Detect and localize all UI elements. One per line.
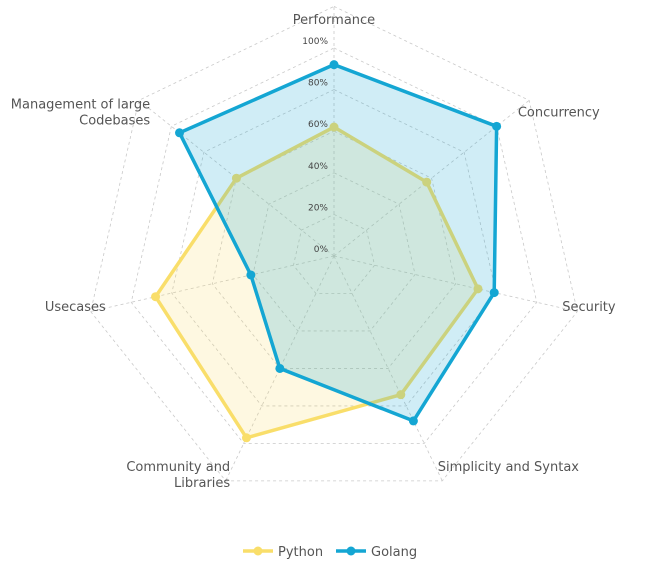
data-point[interactable]: [231, 173, 241, 183]
data-point[interactable]: [329, 122, 339, 132]
legend-swatch-marker: [253, 546, 263, 556]
grid-ring: [130, 47, 538, 444]
data-point[interactable]: [175, 128, 185, 138]
grid-ring: [252, 172, 416, 332]
tick-label: 80%: [308, 79, 328, 89]
data-point[interactable]: [275, 363, 285, 373]
data-point[interactable]: [151, 292, 161, 302]
tick-label: 20%: [308, 203, 328, 213]
legend[interactable]: Python Golang: [243, 545, 417, 560]
data-point[interactable]: [473, 284, 483, 294]
grid-ring: [171, 89, 497, 407]
data-point[interactable]: [246, 270, 256, 280]
tick-label: 100%: [302, 37, 328, 47]
axis-label: Performance: [293, 13, 375, 28]
data-point[interactable]: [492, 121, 502, 131]
series-layer: [151, 60, 502, 443]
series-area: [177, 62, 499, 423]
legend-item[interactable]: Python: [243, 545, 323, 560]
tick-label: 40%: [308, 162, 328, 172]
series-golang: [175, 60, 502, 426]
axis-labels: Performance Concurrency Security Simplicity…: [11, 13, 616, 491]
tick-label: 60%: [308, 120, 328, 130]
axis-label: Simplicity and Syntax: [438, 460, 580, 475]
data-point[interactable]: [329, 60, 339, 70]
axis-label: Management of large Codebases: [11, 98, 151, 129]
series-python: [151, 122, 483, 443]
data-point[interactable]: [396, 390, 406, 400]
axis-label: Community and Libraries: [126, 460, 230, 491]
grid-ring: [293, 213, 375, 294]
radial-tick-labels: 0% 20% 40% 60% 80% 100%: [302, 37, 328, 255]
tick-label: 0%: [314, 245, 329, 255]
data-point[interactable]: [241, 433, 251, 443]
axis-label: Concurrency: [518, 106, 600, 121]
data-point[interactable]: [408, 416, 418, 426]
legend-item[interactable]: Golang: [336, 545, 417, 560]
grid-ring: [211, 130, 457, 369]
grid-ring: [90, 5, 578, 482]
data-point[interactable]: [422, 177, 432, 187]
axis-label: Usecases: [45, 300, 106, 315]
radar-grid: [90, 5, 578, 482]
series-area: [153, 125, 480, 440]
legend-label: Golang: [371, 545, 417, 560]
legend-swatch-marker: [346, 546, 356, 556]
legend-label: Python: [278, 545, 323, 560]
axis-label: Security: [562, 300, 616, 315]
data-point[interactable]: [489, 288, 499, 298]
